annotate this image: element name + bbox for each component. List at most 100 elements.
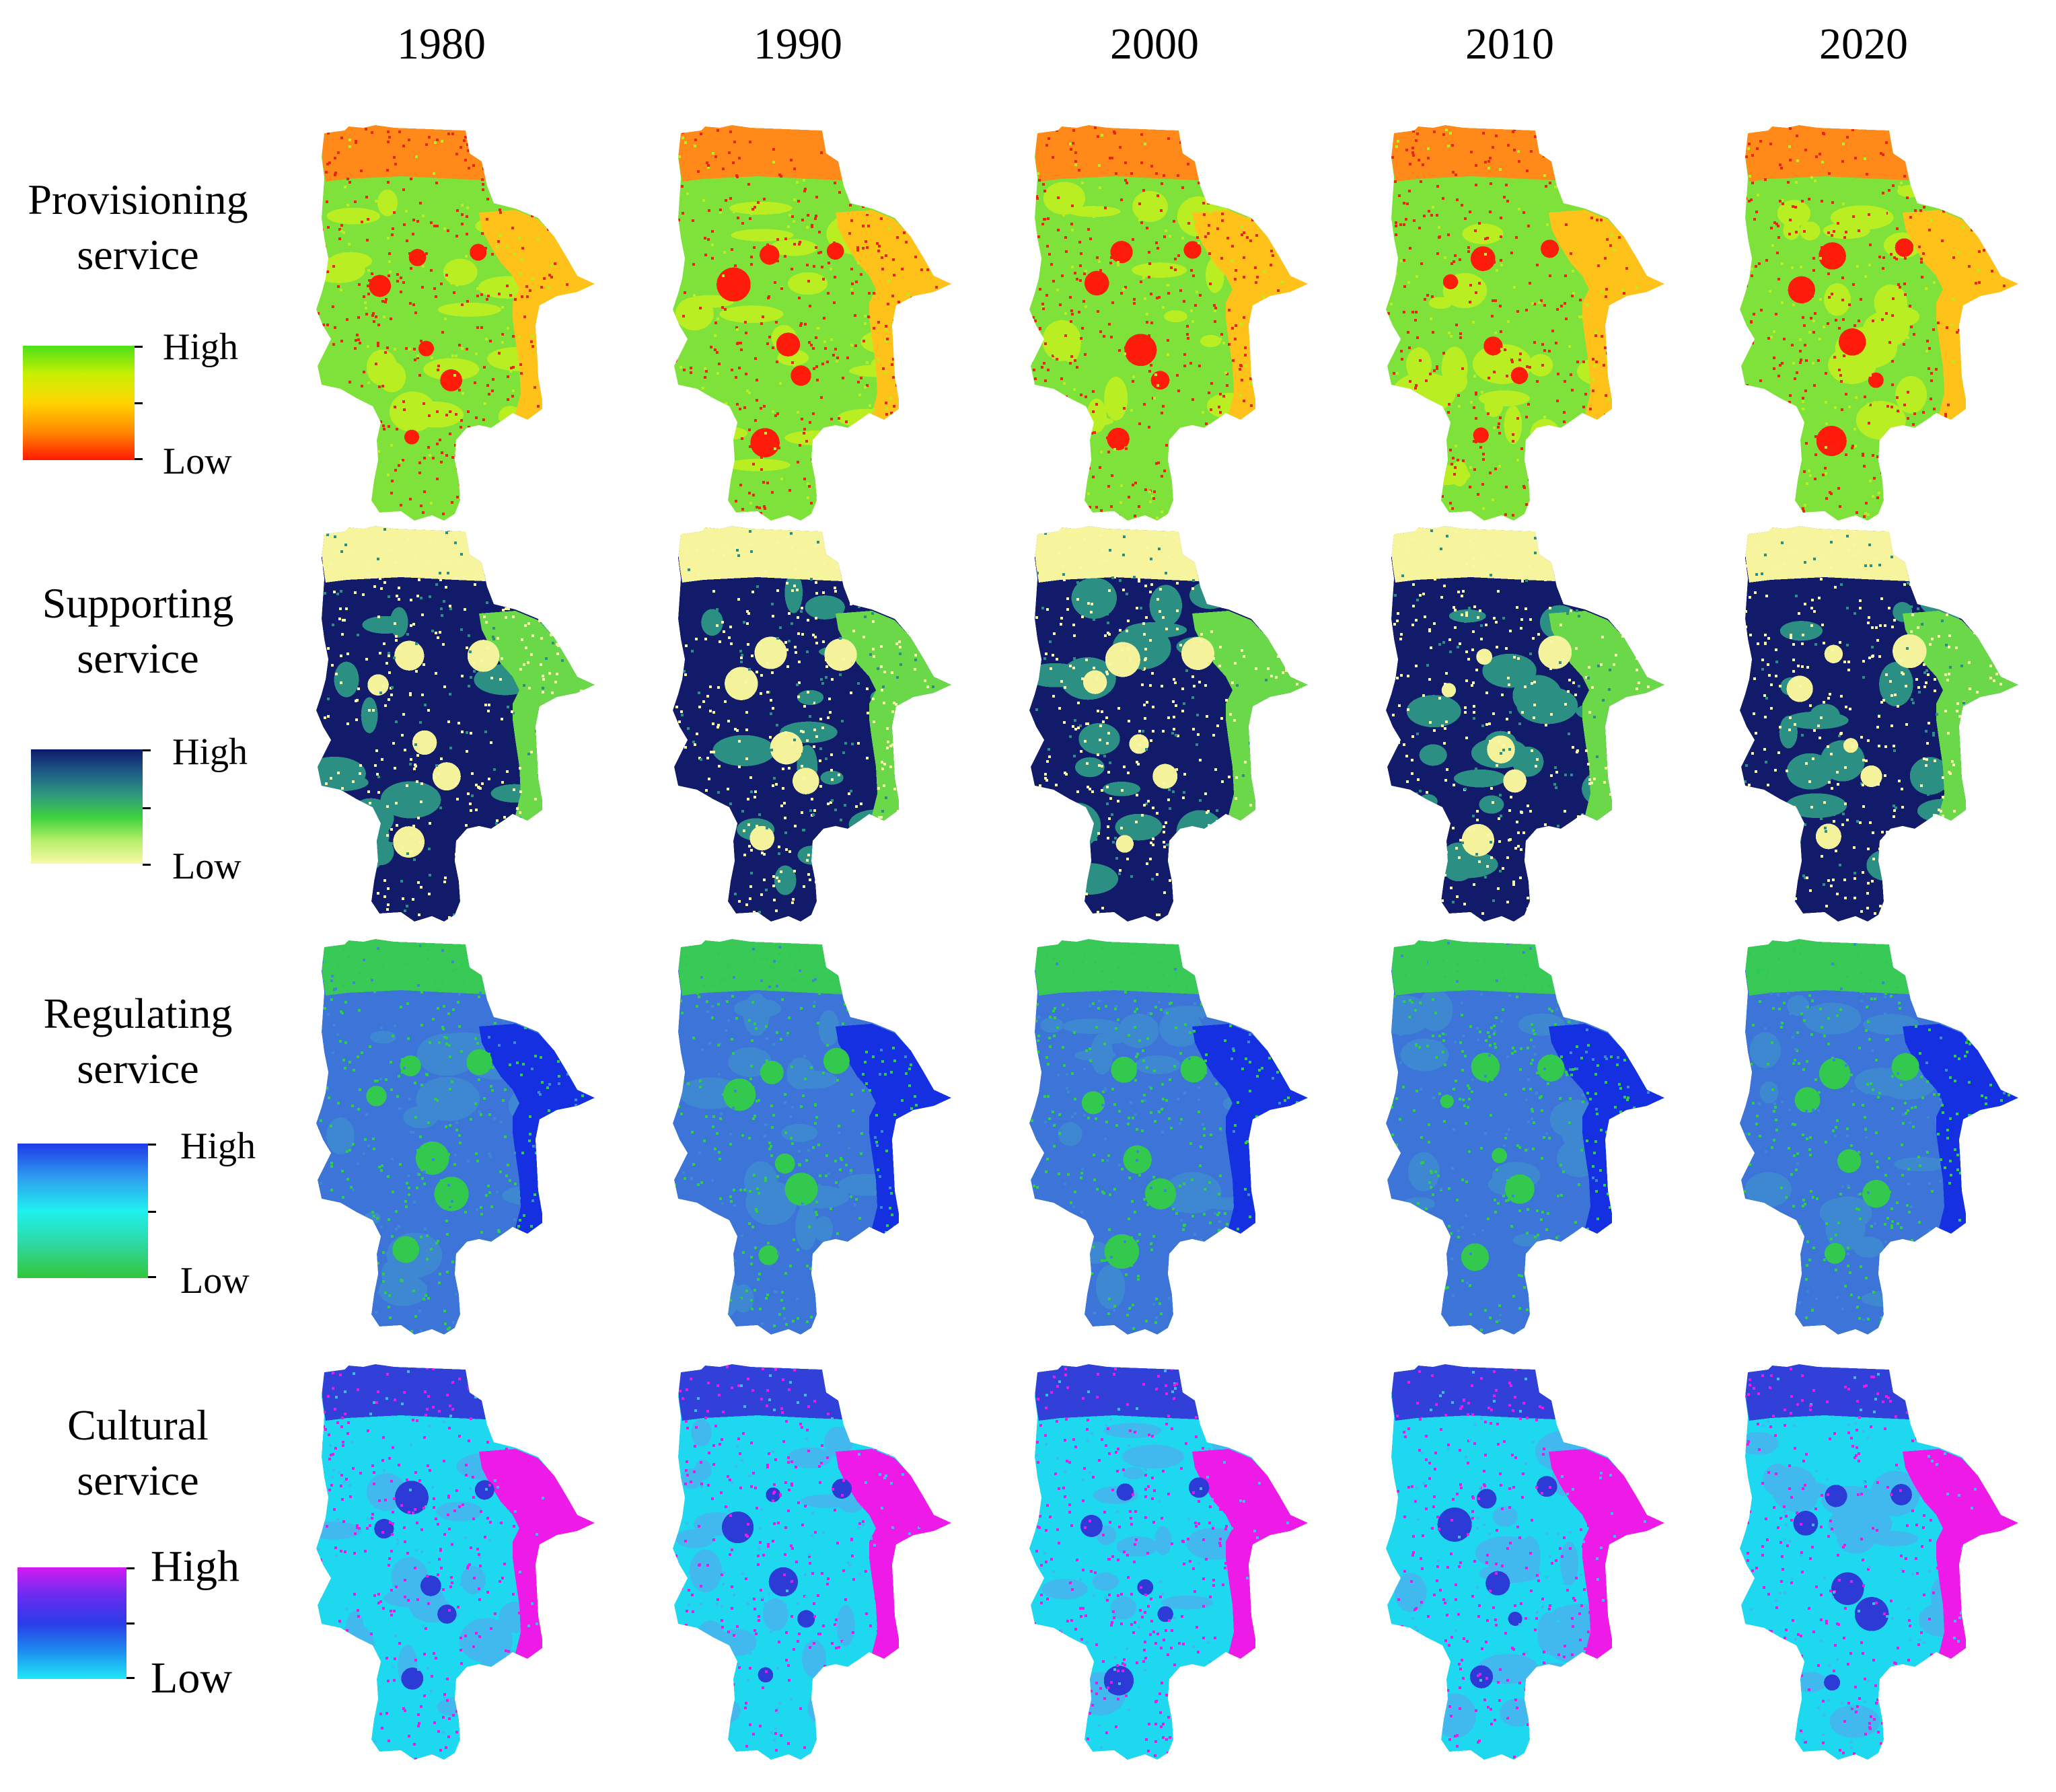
map-pixel: [911, 777, 914, 780]
map-pixel: [1389, 654, 1391, 657]
map-pixel: [898, 640, 901, 643]
map-pixel: [913, 155, 916, 158]
map-pixel: [1042, 307, 1045, 310]
map-pixel: [1291, 822, 1294, 825]
map-pixel: [486, 890, 488, 893]
map-pixel: [1472, 557, 1475, 560]
map-pixel: [535, 582, 538, 585]
map-pixel: [513, 253, 516, 256]
map-pixel: [1150, 739, 1152, 742]
map-pixel: [470, 732, 472, 735]
map-pixel: [754, 206, 756, 209]
map-pixel: [1487, 412, 1490, 415]
map-pixel: [1224, 880, 1226, 883]
map-pixel: [797, 461, 799, 463]
map-pixel: [441, 331, 444, 334]
map-pixel: [866, 246, 869, 249]
map-pixel: [940, 155, 943, 157]
map-pixel: [1174, 536, 1177, 539]
map-pixel: [813, 729, 816, 731]
map-pixel: [889, 193, 891, 196]
map-pixel: [1483, 558, 1486, 560]
map-pixel: [1399, 223, 1402, 226]
map-pixel: [768, 336, 771, 338]
map-pixel: [1424, 914, 1426, 917]
map-pixel: [1547, 871, 1550, 874]
map-pixel: [688, 568, 690, 571]
map-pixel: [1522, 211, 1525, 214]
map-pixel: [794, 646, 797, 648]
map-pixel: [369, 802, 371, 805]
map-patch: [784, 572, 803, 613]
map-pixel: [1284, 850, 1286, 852]
map-pixel: [1629, 733, 1631, 736]
map-pixel: [1874, 401, 1876, 404]
map-pixel: [1914, 172, 1917, 174]
map-pixel: [1647, 685, 1650, 688]
map-pixel: [1499, 416, 1502, 419]
map-patch: [1052, 802, 1101, 848]
map-pixel: [1650, 722, 1652, 725]
row-title-line: Regulating: [43, 990, 233, 1037]
map-pixel: [864, 322, 867, 325]
map-pixel: [371, 131, 373, 134]
map-pixel: [468, 634, 470, 637]
map-pixel: [530, 653, 533, 656]
map-pixel: [1482, 453, 1485, 455]
map-pixel: [1642, 907, 1645, 910]
map-pixel: [1615, 654, 1617, 657]
map-pixel: [1124, 346, 1127, 349]
map-pixel: [832, 604, 834, 607]
map-pixel: [775, 909, 778, 912]
map-pixel: [1580, 141, 1582, 144]
map-pixel: [418, 472, 421, 474]
map-pixel: [328, 908, 330, 911]
map-pixel: [565, 484, 568, 486]
map-pixel: [1039, 288, 1041, 291]
map-pixel: [727, 720, 730, 722]
map-pixel: [1601, 444, 1603, 447]
map-pixel: [1607, 354, 1609, 357]
map-urban-cluster: [367, 674, 389, 696]
map-pixel: [353, 502, 355, 505]
map-pixel: [345, 406, 348, 409]
map-pixel: [334, 535, 336, 538]
map-pixel: [318, 516, 321, 519]
map-pixel: [868, 584, 871, 587]
map-supporting-2020: [1737, 525, 2056, 935]
map-pixel: [806, 650, 809, 653]
map-pixel: [1755, 517, 1758, 519]
map-pixel: [714, 155, 717, 158]
map-pixel: [1173, 716, 1175, 718]
map-pixel: [1876, 455, 1879, 458]
map-pixel: [857, 436, 860, 439]
map-pixel: [1034, 320, 1037, 322]
map-pixel: [505, 246, 508, 248]
map-pixel: [1415, 801, 1418, 804]
map-pixel: [803, 885, 805, 888]
map-pixel: [1594, 331, 1597, 334]
map-pixel: [1442, 352, 1445, 354]
map-pixel: [745, 681, 747, 683]
map-pixel: [1128, 496, 1130, 498]
map-patch: [1530, 418, 1560, 449]
map-pixel: [423, 457, 426, 459]
map-pixel: [509, 294, 512, 297]
map-pixel: [937, 609, 940, 612]
map-pixel: [1517, 150, 1520, 153]
map-pixel: [1480, 438, 1483, 441]
map-pixel: [1447, 411, 1450, 414]
map-pixel: [1427, 157, 1430, 159]
map-pixel: [1862, 454, 1864, 457]
map-pixel: [1249, 382, 1252, 385]
map-pixel: [501, 163, 504, 165]
map-pixel: [1050, 914, 1052, 917]
map-pixel: [1403, 743, 1405, 746]
map-pixel: [420, 886, 423, 889]
map-pixel: [517, 847, 520, 850]
map-pixel: [1987, 182, 1990, 185]
map-pixel: [555, 538, 558, 541]
map-pixel: [1273, 185, 1276, 188]
map-pixel: [937, 498, 940, 501]
map-pixel: [1580, 147, 1582, 149]
